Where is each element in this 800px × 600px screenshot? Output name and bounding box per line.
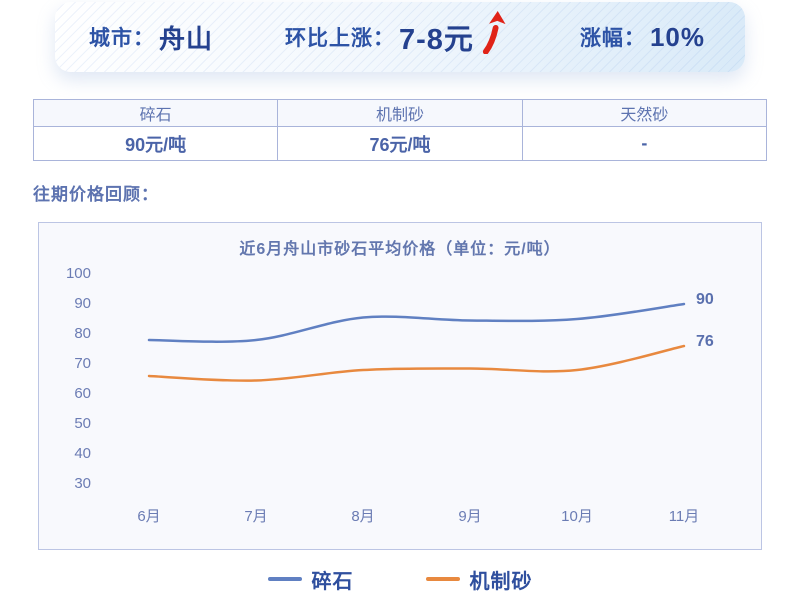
y-axis-tick: 50: [74, 415, 91, 432]
chart-plot-area: 100 90 80 70 60 50 40 30 6月 7月 8月 9月 10月 11月 90 76: [39, 223, 761, 549]
header-natural-sand: 天然砂: [521, 99, 768, 127]
summary-banner: 城市： 舟山 环比上涨： 7-8元 涨幅： 10%: [55, 2, 745, 72]
city-label: 城市：: [89, 27, 155, 50]
series-end-label: 76: [696, 333, 714, 350]
city-stat: 城市： 舟山: [89, 19, 213, 56]
rate-value: 10%: [649, 21, 705, 52]
y-axis-tick: 80: [74, 325, 91, 342]
price-table: 碎石 机制砂 天然砂 90元/吨 76元/吨 -: [32, 99, 768, 161]
legend-label: 碎石: [311, 570, 354, 593]
header-machine-sand: 机制砂: [277, 99, 523, 127]
x-axis-tick: 6月: [137, 508, 161, 525]
section-title: 往期价格回顾：: [33, 185, 159, 204]
y-axis-tick: 40: [74, 445, 91, 462]
y-axis-tick: 70: [74, 355, 91, 372]
rate-stat: 涨幅： 10%: [580, 22, 705, 53]
series-line-碎石: [147, 302, 686, 343]
mom-change-stat: 环比上涨： 7-8元: [285, 10, 508, 59]
y-axis-tick: 30: [74, 475, 91, 492]
x-axis-tick: 8月: [351, 508, 375, 525]
x-axis-tick: 10月: [561, 508, 593, 525]
mom-change-label: 环比上涨：: [285, 27, 396, 50]
chart-legend: 碎石 机制砂: [0, 562, 800, 596]
legend-item-碎石: 碎石: [267, 565, 354, 594]
legend-label: 机制砂: [469, 570, 533, 593]
y-axis-tick: 60: [74, 385, 91, 402]
chart-title: 近6月舟山市砂石平均价格（单位：元/吨）: [239, 241, 561, 258]
price-table-header-row: 碎石 机制砂 天然砂: [32, 99, 768, 127]
value-machine-sand: 76元/吨: [277, 126, 523, 161]
price-history-chart-card: 近6月舟山市砂石平均价格（单位：元/吨） 100 90 80 70 60 50 40 30 6月…: [38, 222, 762, 550]
legend-item-机制砂: 机制砂: [425, 565, 533, 594]
price-table-value-row: 90元/吨 76元/吨 -: [32, 126, 768, 161]
series-line-机制砂: [147, 344, 686, 382]
legend-line-swatch: [425, 577, 460, 581]
city-value: 舟山: [159, 23, 214, 54]
up-arrow-icon: [480, 10, 508, 59]
value-crushed-stone: 90元/吨: [32, 126, 279, 161]
x-axis-tick: 9月: [458, 508, 482, 525]
y-axis-tick: 100: [65, 265, 91, 282]
rate-label: 涨幅：: [579, 27, 646, 50]
value-natural-sand: -: [521, 126, 768, 161]
x-axis-tick: 7月: [244, 508, 268, 525]
legend-line-swatch: [267, 577, 302, 581]
x-axis-tick: 11月: [668, 508, 700, 525]
chart-lines-svg: [147, 302, 686, 382]
series-end-label: 90: [696, 291, 714, 308]
header-crushed-stone: 碎石: [32, 99, 279, 127]
mom-change-value: 7-8元: [399, 24, 474, 56]
y-axis-tick: 90: [74, 295, 91, 312]
